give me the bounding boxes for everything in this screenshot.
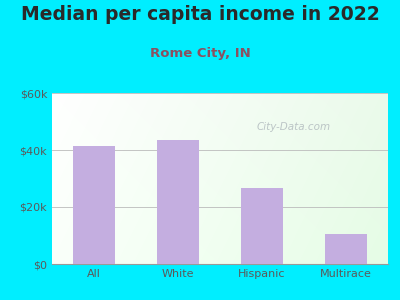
Text: City-Data.com: City-Data.com (257, 122, 331, 132)
Bar (157, 140, 199, 264)
Bar (73, 146, 115, 264)
Bar (325, 234, 367, 264)
Text: Rome City, IN: Rome City, IN (150, 46, 250, 59)
Bar (241, 188, 283, 264)
Text: Median per capita income in 2022: Median per capita income in 2022 (21, 4, 379, 23)
